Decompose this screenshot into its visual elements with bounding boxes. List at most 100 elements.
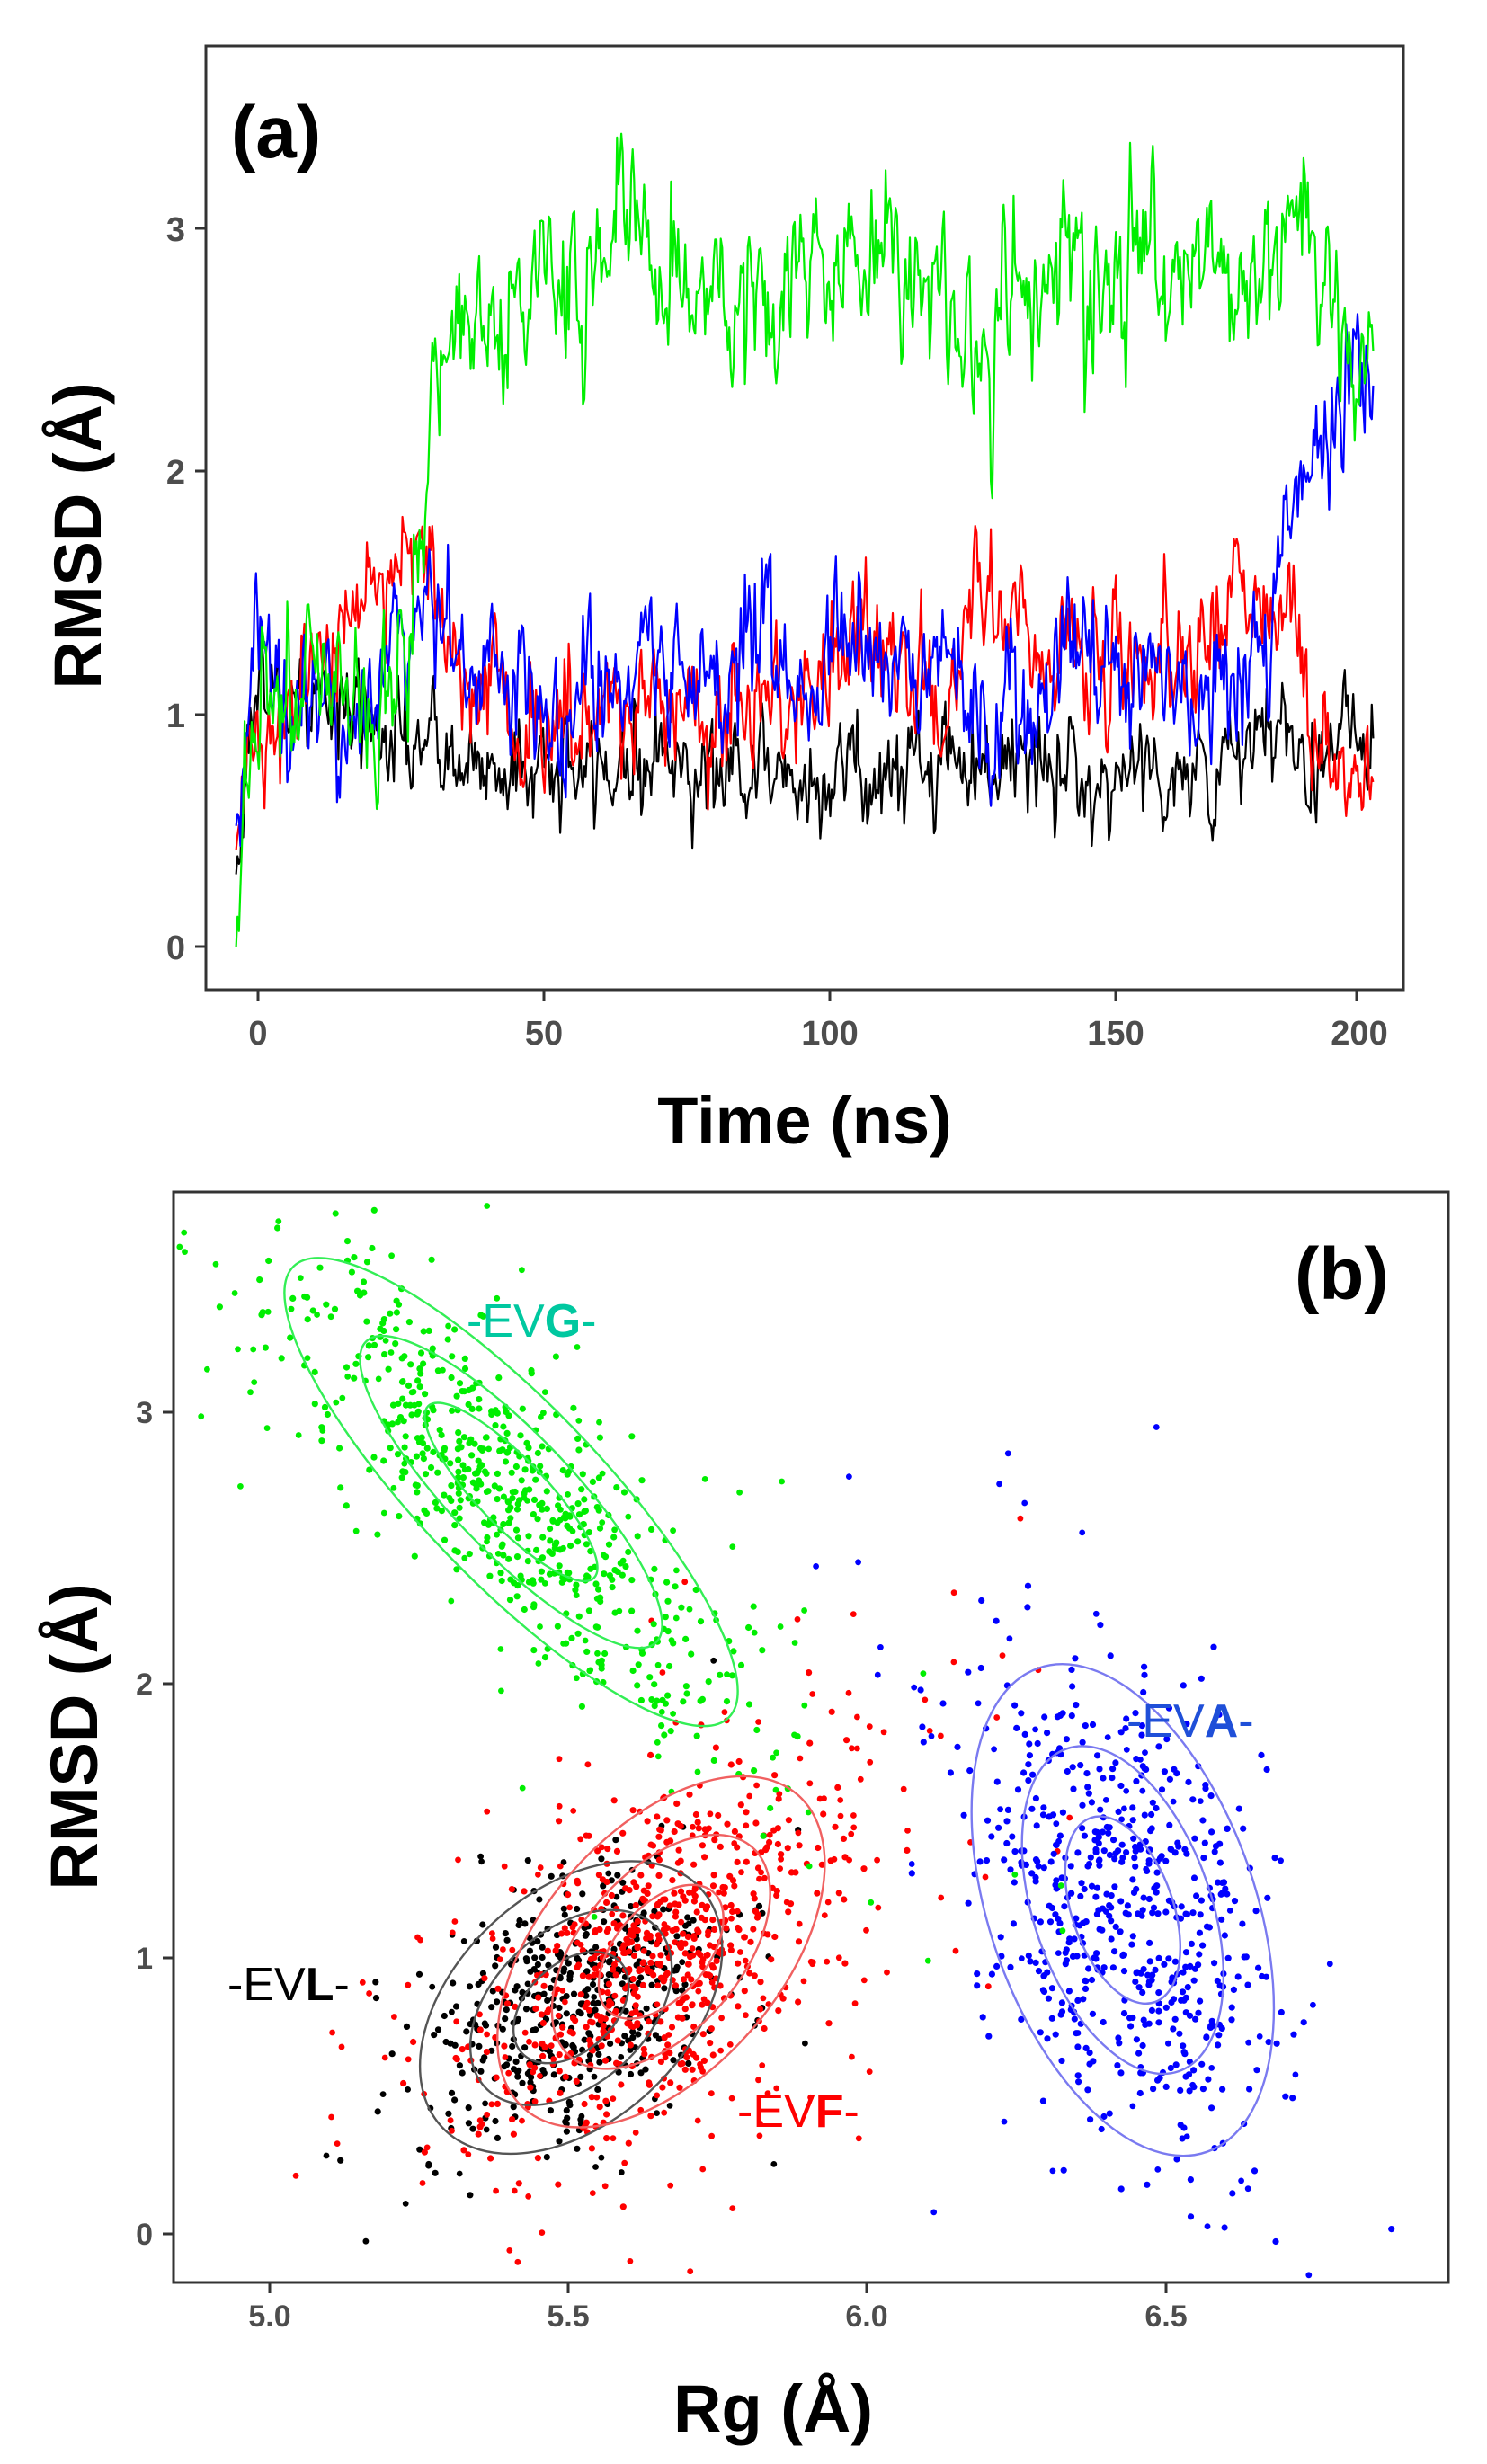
scatter-point-evf: [699, 2068, 706, 2075]
scatter-point-evf: [809, 1691, 816, 1697]
scatter-point-evg: [387, 1445, 394, 1452]
scatter-point-evg: [422, 1471, 430, 1478]
scatter-point-evf: [601, 2057, 610, 2064]
scatter-point-eva: [1139, 1907, 1146, 1914]
scatter-point-eva: [974, 1970, 981, 1978]
scatter-point-evf: [681, 1579, 689, 1586]
scatter-point-evl: [651, 1908, 658, 1915]
scatter-point-eva: [1032, 1726, 1038, 1733]
scatter-point-eva: [1096, 1856, 1103, 1864]
scatter-point-eva: [1080, 1996, 1087, 2003]
density-contour-evl: [418, 1860, 724, 2156]
scatter-point-evg: [393, 1326, 400, 1333]
scatter-point-evf: [559, 1988, 566, 1994]
scatter-point-eva: [1100, 1964, 1108, 1971]
scatter-point-eva: [1070, 1785, 1077, 1792]
scatter-point-evg: [274, 1224, 281, 1232]
scatter-point-evf: [835, 1954, 842, 1961]
scatter-point-evf: [671, 1890, 678, 1897]
scatter-point-eva: [1099, 1926, 1106, 1934]
scatter-point-evg: [606, 1572, 614, 1579]
scatter-point-evf: [675, 1846, 682, 1854]
scatter-point-evl: [589, 1980, 597, 1988]
scatter-point-eva: [1145, 1979, 1153, 1986]
scatter-point-eva: [1114, 2062, 1121, 2069]
scatter-point-evf: [659, 1669, 666, 1676]
scatter-point-evf: [626, 1966, 633, 1972]
scatter-point-evg: [352, 1527, 360, 1534]
scatter-point-evf: [828, 1708, 835, 1715]
scatter-point-evg: [521, 1606, 528, 1614]
scatter-point-evf: [809, 1961, 816, 1968]
scatter-point-evg: [323, 1301, 330, 1308]
scatter-point-evg: [336, 1445, 343, 1452]
scatter-point-evg: [791, 1731, 797, 1739]
scatter-point-evf: [559, 2024, 566, 2031]
scatter-point-eva: [1187, 2213, 1195, 2220]
scatter-point-eva: [1278, 2008, 1285, 2016]
scatter-point-evf: [735, 2003, 742, 2010]
scatter-point-evg: [610, 1534, 618, 1541]
scatter-point-evf: [761, 2024, 768, 2033]
scatter-point-eva: [1208, 2065, 1215, 2071]
scatter-point-evg: [176, 1243, 183, 1250]
scatter-point-eva: [1056, 1832, 1064, 1839]
scatter-point-eva: [1129, 1804, 1136, 1811]
scatter-point-eva: [1186, 2012, 1194, 2019]
scatter-point-evf: [756, 1875, 762, 1882]
scatter-point-eva: [1131, 1855, 1138, 1862]
scatter-point-eva: [1180, 2042, 1187, 2050]
scatter-point-evg: [729, 1543, 736, 1550]
scatter-point-evg: [385, 1365, 392, 1373]
scatter-point-eva: [1271, 1855, 1278, 1862]
scatter-point-evf: [328, 2113, 334, 2121]
scatter-point-evg: [573, 1581, 580, 1588]
scatter-point-eva: [1171, 1958, 1179, 1965]
scatter-point-evf: [785, 1817, 793, 1824]
scatter-point-eva: [1121, 1805, 1127, 1812]
scatter-point-evf: [693, 1908, 700, 1916]
scatter-point-evf: [743, 1822, 750, 1829]
scatter-point-eva: [1037, 1918, 1044, 1926]
scatter-point-evf: [824, 1899, 832, 1906]
scatter-point-eva: [1172, 2061, 1180, 2068]
scatter-point-evf: [750, 1926, 757, 1933]
scatter-point-eva: [1045, 1995, 1052, 2002]
scatter-point-eva: [1300, 2019, 1307, 2026]
scatter-point-eva: [1144, 2181, 1151, 2188]
scatter-point-evf: [601, 2183, 609, 2190]
scatter-point-evf: [570, 1808, 577, 1814]
scatter-point-evl: [451, 2041, 459, 2049]
scatter-point-eva: [1162, 1857, 1170, 1864]
scatter-point-eva: [1112, 1759, 1119, 1766]
scatter-point-eva: [1104, 1734, 1111, 1740]
panel-b-group-labels: -EVL- -EVF- -EVA- -EVG-: [227, 1295, 1254, 2138]
scatter-point-eva: [1034, 1858, 1041, 1865]
scatter-point-eva: [1166, 1775, 1173, 1783]
scatter-point-evf: [574, 1877, 581, 1884]
scatter-point-evf: [630, 1922, 637, 1929]
scatter-point-evg: [343, 1502, 350, 1509]
scatter-point-eva: [1165, 1704, 1172, 1712]
scatter-point-eva: [1169, 1974, 1176, 1981]
group-label-evl: -EVL-: [227, 1959, 350, 2011]
scatter-point-evg: [541, 1389, 548, 1395]
scatter-point-evf: [530, 2068, 537, 2076]
scatter-point-eva: [1039, 1811, 1047, 1819]
panel-b: (b) -EVL- -EVF- -EVA- -EVG- 5.0 5.5 6.0 …: [37, 1190, 1450, 2446]
scatter-point-evg: [667, 1728, 674, 1735]
scatter-point-eva: [1117, 1898, 1125, 1905]
scatter-point-evf: [603, 2111, 610, 2118]
scatter-point-evf: [484, 1808, 491, 1815]
scatter-point-evf: [493, 2074, 500, 2081]
scatter-point-evg: [402, 1433, 409, 1440]
scatter-point-eva: [993, 1962, 1001, 1970]
scatter-point-eva: [1161, 1961, 1168, 1968]
scatter-point-evg: [456, 1437, 463, 1445]
scatter-point-eva: [976, 1858, 984, 1865]
scatter-point-eva: [1090, 2058, 1097, 2065]
scatter-point-evg: [316, 1264, 324, 1271]
scatter-point-evg: [497, 1646, 504, 1652]
scatter-point-eva: [1078, 1880, 1085, 1887]
scatter-point-evg: [568, 1634, 575, 1641]
